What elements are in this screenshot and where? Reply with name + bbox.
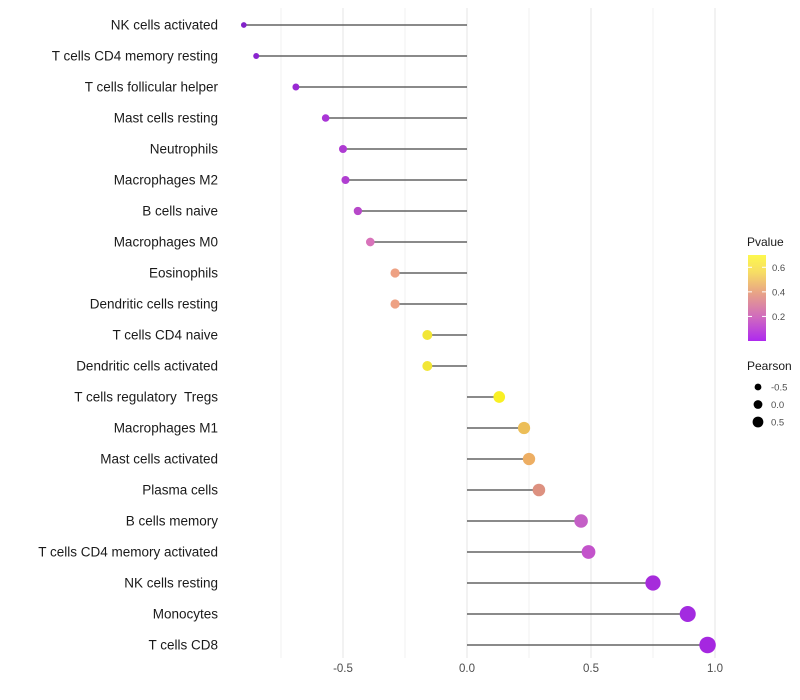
category-label: NK cells activated (111, 18, 218, 33)
x-tick-label: 0.5 (583, 663, 599, 675)
category-label: NK cells resting (124, 576, 218, 591)
pvalue-tick-label: 0.6 (772, 263, 785, 274)
data-point (292, 83, 300, 91)
data-point (532, 483, 546, 497)
data-point (321, 114, 330, 122)
data-point (390, 299, 400, 309)
category-label: Mast cells resting (114, 111, 218, 126)
category-label: Monocytes (153, 607, 219, 622)
data-point (240, 22, 247, 28)
data-point (493, 391, 506, 403)
x-tick-label: -0.5 (333, 663, 353, 675)
data-point (339, 145, 347, 153)
category-label: Mast cells activated (100, 452, 218, 467)
data-point (365, 237, 375, 247)
data-point (390, 268, 400, 278)
pearson-legend-title: Pearson (747, 359, 792, 373)
category-label: Macrophages M0 (114, 235, 218, 250)
data-point (353, 206, 363, 216)
category-label: B cells naive (142, 204, 218, 219)
category-label: T cells CD4 memory activated (38, 545, 218, 560)
category-label: Macrophages M1 (114, 421, 218, 436)
data-point (574, 514, 588, 528)
pearson-size-label: -0.5 (771, 383, 787, 394)
pearson-size-dot (754, 383, 762, 391)
category-label: T cells CD4 naive (112, 328, 218, 343)
pearson-size-dot (753, 400, 763, 409)
category-label: Eosinophils (149, 266, 218, 281)
pvalue-tick-label: 0.2 (772, 312, 785, 323)
pearson-size-dot (752, 416, 764, 428)
category-label: Neutrophils (150, 142, 219, 157)
pvalue-tick-label: 0.4 (772, 287, 785, 298)
data-point (679, 605, 696, 623)
category-label: Dendritic cells activated (76, 359, 218, 374)
category-label: T cells CD8 (148, 638, 218, 653)
data-point (341, 175, 350, 185)
pearson-size-label: 0.0 (771, 400, 784, 411)
pvalue-legend-title: Pvalue (747, 235, 784, 249)
data-point (253, 53, 260, 59)
data-point (645, 575, 661, 591)
pvalue-gradient-bar (748, 255, 766, 341)
category-label: Macrophages M2 (114, 173, 218, 188)
data-point (422, 330, 433, 340)
data-point (422, 361, 433, 371)
data-point (517, 421, 531, 435)
category-label: Plasma cells (142, 483, 218, 498)
x-tick-label: 1.0 (707, 663, 723, 675)
data-point (699, 636, 716, 654)
category-label: B cells memory (126, 514, 219, 529)
category-label: Dendritic cells resting (90, 297, 218, 312)
data-point (581, 545, 596, 559)
x-tick-label: 0.0 (459, 663, 475, 675)
data-point (522, 452, 536, 466)
pearson-size-label: 0.5 (771, 418, 784, 429)
category-label: T cells follicular helper (85, 80, 219, 95)
category-label: T cells regulatory Tregs (74, 390, 218, 405)
category-label: T cells CD4 memory resting (52, 49, 218, 64)
